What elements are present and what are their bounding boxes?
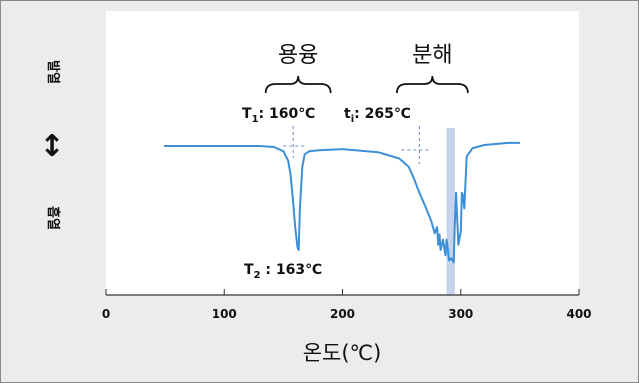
- x-axis-label: 온도(℃): [303, 341, 382, 365]
- annotation-value: : 265℃: [354, 106, 411, 122]
- x-tick-label: 400: [566, 307, 591, 321]
- x-ticks: 0 100 200 300 400: [102, 289, 592, 321]
- guide-lines: [283, 126, 432, 164]
- region-brace: [264, 75, 332, 94]
- region-braces: 용융 분해: [264, 43, 469, 94]
- series-line: [163, 141, 520, 264]
- x-tick-label: 200: [330, 307, 355, 321]
- annotations: T1: 160℃ ti: 265℃T2 : 163℃: [242, 106, 411, 281]
- plot-area: [106, 11, 579, 295]
- annotation-t1: ti: 265℃: [344, 106, 411, 125]
- x-tick-label: 0: [102, 307, 110, 321]
- region-label: 분해: [412, 43, 452, 68]
- region-label: 용융: [278, 43, 318, 68]
- annotation-subscript: 1: [252, 114, 259, 125]
- y-label-endothermic: 흡열: [45, 206, 61, 230]
- highlight-band: [446, 128, 455, 295]
- annotation-value: : 163℃: [261, 262, 323, 278]
- y-label-exothermic: 발열: [45, 60, 61, 84]
- up-down-arrow-icon: ↕: [39, 129, 64, 164]
- region-brace: [395, 75, 469, 94]
- annotation-T2: T2 : 163℃: [244, 262, 322, 281]
- x-tick-label: 300: [448, 307, 473, 321]
- annotation-value: : 160℃: [259, 106, 316, 122]
- annotation-T1: T1: 160℃: [242, 106, 315, 125]
- annotation-symbol: t: [344, 106, 351, 122]
- annotation-symbol: T: [242, 106, 252, 122]
- annotation-subscript: i: [351, 114, 354, 125]
- annotation-symbol: T: [244, 262, 254, 278]
- x-tick-label: 100: [212, 307, 237, 321]
- annotation-subscript: 2: [254, 270, 261, 281]
